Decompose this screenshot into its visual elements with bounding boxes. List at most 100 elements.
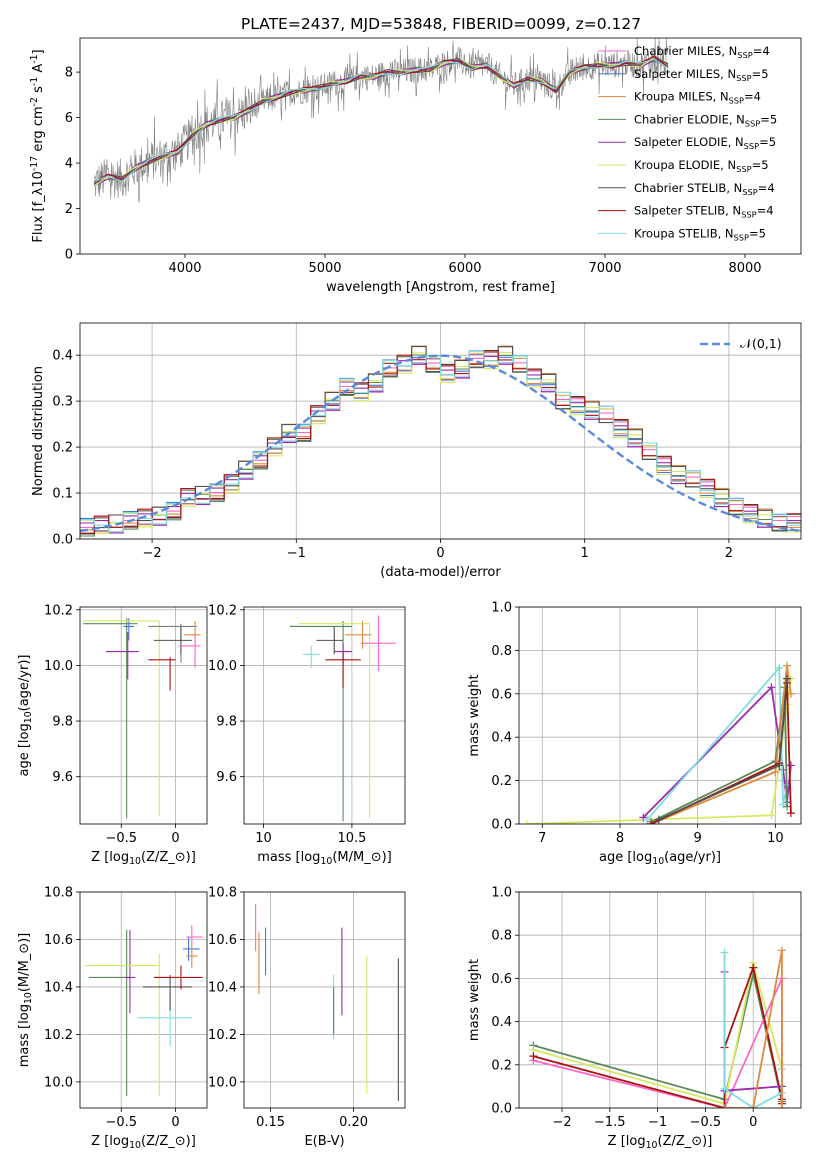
y-axis-label: mass weight <box>467 674 482 756</box>
y-tick-label: 10.8 <box>208 886 237 901</box>
y-tick-label: 0.2 <box>491 774 512 789</box>
y-tick-label: 0.6 <box>491 687 512 702</box>
normal-curve <box>80 354 801 533</box>
axes-frame <box>243 891 406 1109</box>
x-tick-label: −0.5 <box>690 1115 722 1130</box>
legend-entry: 𝒩(0,1) <box>740 336 782 351</box>
x-tick-label: 7 <box>538 831 546 846</box>
y-tick-label: 1.0 <box>491 601 512 616</box>
weight-marker <box>767 811 776 820</box>
x-axis-label: (data-model)/error <box>380 565 501 580</box>
errorbar-point <box>178 634 201 669</box>
errorbar-point <box>302 645 321 669</box>
weight-series-line <box>650 682 792 824</box>
legend-entry: Kroupa STELIB, NSSP=5 <box>634 226 766 242</box>
errorbar-point <box>137 994 192 1047</box>
y-tick-label: 0.4 <box>491 731 512 746</box>
x-tick-label: 0 <box>171 831 179 846</box>
plot-area <box>85 925 203 1097</box>
y-tick-label: 0 <box>65 248 73 263</box>
residual-histogram-step <box>80 350 801 533</box>
y-tick-label: 0.0 <box>52 533 73 548</box>
y-tick-label: 10.0 <box>208 1075 237 1090</box>
errorbar-point <box>123 618 135 641</box>
plot-area <box>529 946 786 1108</box>
weight-marker <box>767 683 776 692</box>
x-axis-label: Z [log10(Z/Z_⊙)] <box>91 1134 196 1151</box>
errorbar-point <box>83 620 160 816</box>
weight-marker <box>783 661 792 670</box>
errorbar-point <box>344 620 372 649</box>
y-tick-label: 0.0 <box>491 818 512 833</box>
model-spectrum <box>93 58 669 183</box>
x-tick-label: 0 <box>436 546 444 561</box>
plot-area <box>255 903 399 1101</box>
errorbar-point <box>142 975 192 1011</box>
y-tick-label: 0.2 <box>52 441 73 456</box>
y-tick-label: 8 <box>65 66 73 81</box>
x-tick-label: −0.5 <box>105 1115 137 1130</box>
x-tick-label: 5000 <box>308 261 341 276</box>
x-tick-label: 8000 <box>728 261 761 276</box>
axes-mass-vs-EBV: 0.15 0.20 10.0 10.2 10.4 10.6 10.8 E(B-V) <box>208 886 406 1149</box>
errorbar-point <box>148 623 198 663</box>
y-tick-label: 10.4 <box>208 980 237 995</box>
weight-marker <box>647 820 656 824</box>
y-tick-label: 9.8 <box>216 715 237 730</box>
weight-marker <box>786 809 795 818</box>
y-tick-label: 0.8 <box>491 644 512 659</box>
y-tick-label: 4 <box>65 157 73 172</box>
x-tick-label: −1 <box>648 1115 667 1130</box>
axes-frame <box>79 606 208 825</box>
weight-series-line <box>724 950 783 1108</box>
x-tick-label: −1 <box>287 546 306 561</box>
errorbar-point <box>153 965 203 990</box>
weight-marker <box>786 689 795 698</box>
x-tick-label: 7000 <box>588 261 621 276</box>
axes-frame <box>243 606 406 825</box>
y-tick-label: 10.0 <box>44 659 73 674</box>
x-tick-label: 0 <box>171 1115 179 1130</box>
x-tick-label: 8 <box>616 831 624 846</box>
errorbar-point <box>316 626 344 655</box>
y-tick-label: 10.2 <box>208 603 237 618</box>
y-tick-label: 6 <box>65 111 73 126</box>
x-tick-label: 2 <box>725 546 733 561</box>
plot-area <box>83 618 201 819</box>
x-tick-label: 0.20 <box>339 1115 368 1130</box>
legend-entry: Salpeter STELIB, NSSP=4 <box>634 204 774 220</box>
errorbar-point <box>85 953 160 1097</box>
y-tick-label: 10.4 <box>44 980 73 995</box>
legend-entry: Chabrier ELODIE, NSSP=5 <box>634 112 777 128</box>
x-tick-label: 1 <box>581 546 589 561</box>
weight-series-line <box>658 678 788 821</box>
x-tick-label: 4000 <box>168 261 201 276</box>
legend-entry: Salpeter MILES, NSSP=5 <box>634 67 769 83</box>
y-tick-label: 0.0 <box>491 1102 512 1117</box>
plot-area <box>93 38 669 203</box>
y-tick-label: 0.8 <box>491 929 512 944</box>
errorbar-point <box>186 925 203 945</box>
x-tick-label: 10.5 <box>337 831 366 846</box>
errorbar-point <box>83 618 138 819</box>
errorbar-point <box>124 929 136 1014</box>
y-tick-label: 10.6 <box>208 933 237 948</box>
legend-entry: Chabrier STELIB, NSSP=4 <box>634 181 775 197</box>
x-axis-label: wavelength [Angstrom, rest frame] <box>326 280 555 295</box>
y-axis-label: Normed distribution <box>31 366 46 496</box>
y-tick-label: 10.8 <box>44 886 73 901</box>
weight-marker <box>775 663 784 672</box>
y-tick-label: 10.0 <box>44 1075 73 1090</box>
y-tick-label: 0.2 <box>491 1058 512 1073</box>
x-axis-label: age [log10(age/yr)] <box>599 850 721 867</box>
x-tick-label: 10 <box>767 831 784 846</box>
errorbar-point <box>148 657 176 691</box>
y-tick-label: 10.2 <box>208 1028 237 1043</box>
weight-marker <box>777 946 786 955</box>
errorbar-point <box>88 929 128 1097</box>
x-tick-label: −1.5 <box>594 1115 626 1130</box>
weight-marker <box>720 948 729 957</box>
x-axis-label: Z [log10(Z/Z_⊙)] <box>608 1134 713 1151</box>
observed-spectrum <box>93 38 669 203</box>
errorbar-point <box>186 944 198 968</box>
